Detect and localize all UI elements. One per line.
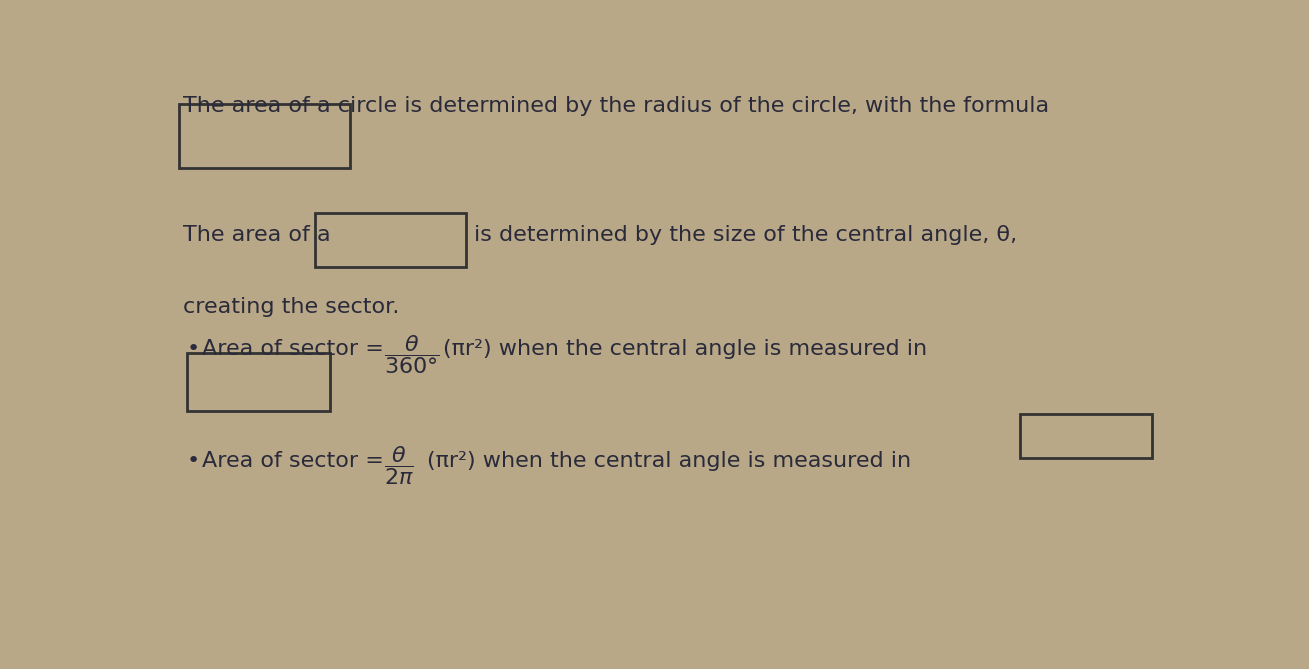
Text: (πr²) when the central angle is measured in: (πr²) when the central angle is measured… bbox=[427, 451, 911, 471]
Text: $\dfrac{\theta}{2\pi}$: $\dfrac{\theta}{2\pi}$ bbox=[385, 444, 415, 488]
Text: The area of a: The area of a bbox=[183, 225, 331, 245]
Text: Area of sector =: Area of sector = bbox=[203, 339, 391, 359]
Text: •: • bbox=[187, 339, 200, 359]
Text: Area of sector =: Area of sector = bbox=[203, 451, 391, 471]
Text: (πr²) when the central angle is measured in: (πr²) when the central angle is measured… bbox=[442, 339, 927, 359]
Bar bbox=[187, 353, 330, 411]
Text: •: • bbox=[187, 451, 200, 471]
Bar bbox=[179, 104, 350, 168]
Bar bbox=[1020, 413, 1152, 458]
Text: creating the sector.: creating the sector. bbox=[183, 296, 399, 316]
Text: is determined by the size of the central angle, θ,: is determined by the size of the central… bbox=[474, 225, 1017, 245]
Bar bbox=[314, 213, 466, 267]
Text: $\dfrac{\theta}{360°}$: $\dfrac{\theta}{360°}$ bbox=[385, 333, 440, 376]
Text: The area of a circle is determined by the radius of the circle, with the formula: The area of a circle is determined by th… bbox=[183, 96, 1049, 116]
